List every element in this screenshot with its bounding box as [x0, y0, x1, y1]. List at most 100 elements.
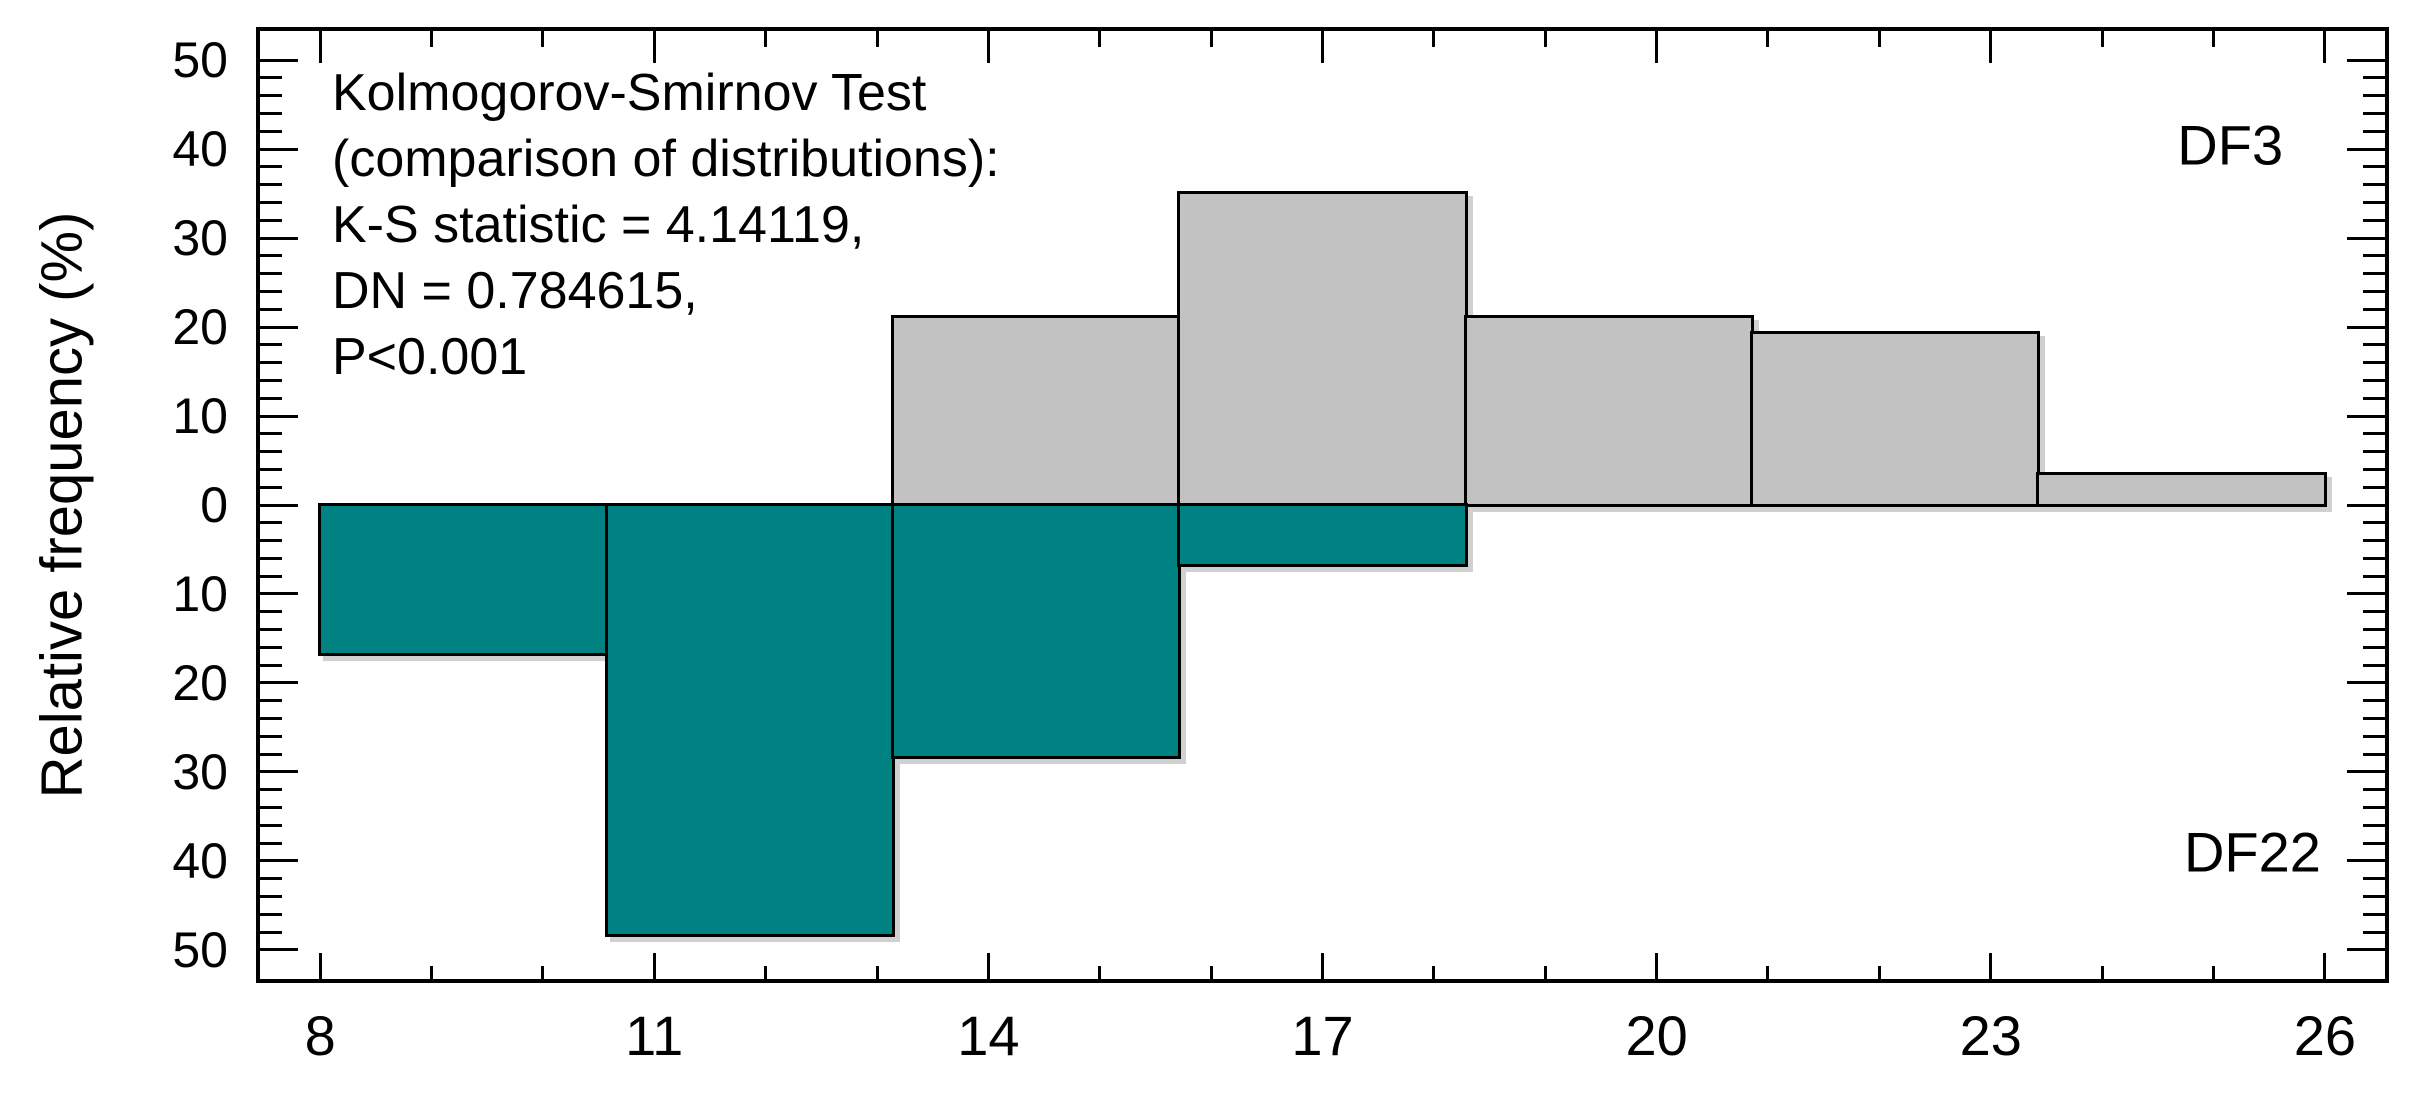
y-axis-right-tick: [2347, 58, 2385, 62]
y-axis-right-tick: [2363, 699, 2385, 703]
x-axis-top-tick: [318, 31, 322, 63]
x-axis-tick: [2323, 953, 2327, 979]
y-axis-right-tick: [2363, 485, 2385, 489]
x-axis-tick: [1098, 966, 1102, 979]
y-axis-right-tick: [2363, 307, 2385, 311]
y-tick-label: 10: [172, 565, 228, 622]
y-axis-right-tick: [2347, 859, 2385, 863]
x-tick-label: 20: [1625, 1004, 1688, 1067]
y-axis-tick: [260, 539, 282, 543]
x-axis-tick: [318, 953, 322, 979]
x-axis-top-tick: [875, 31, 879, 47]
y-axis-tick: [260, 94, 282, 98]
y-axis-tick: [260, 628, 282, 632]
df3-bar: [1177, 190, 1468, 507]
y-axis-tick: [260, 147, 298, 151]
y-tick-label: 20: [172, 654, 228, 711]
y-axis-tick: [260, 752, 282, 756]
df22-bar: [1177, 503, 1468, 567]
y-axis-tick: [260, 289, 282, 293]
y-axis-tick: [260, 467, 282, 471]
y-tick-label: 10: [172, 388, 228, 444]
df3-bar: [890, 315, 1182, 507]
series-label-df22: DF22: [2183, 820, 2321, 884]
y-axis-tick: [260, 272, 282, 276]
y-axis-tick: [260, 699, 282, 703]
x-axis-tick: [1877, 966, 1881, 979]
y-axis-tick: [260, 823, 282, 827]
x-tick-label: 23: [1959, 1004, 2022, 1067]
y-axis-right-tick: [2363, 396, 2385, 400]
y-axis-right-tick: [2363, 111, 2385, 115]
x-axis-tick: [1432, 966, 1436, 979]
y-axis-tick: [260, 111, 282, 115]
y-tick-label: 0: [200, 477, 228, 533]
y-axis-tick: [260, 521, 282, 525]
y-axis-tick: [260, 503, 298, 507]
y-axis-right-tick: [2363, 663, 2385, 667]
y-axis-right-tick: [2363, 930, 2385, 934]
df3-bar: [1463, 315, 1755, 507]
y-axis-right-tick: [2363, 610, 2385, 614]
y-axis-right-tick: [2363, 788, 2385, 792]
x-axis-top-tick: [1543, 31, 1547, 47]
y-tick-label: 40: [172, 121, 228, 177]
x-axis-top-tick: [541, 31, 545, 47]
annotation-line: K-S statistic = 4.14119,: [332, 196, 865, 254]
x-axis-top-tick: [1989, 31, 1993, 63]
x-tick-label: 26: [2293, 1004, 2356, 1067]
y-axis-tick: [260, 414, 298, 418]
y-axis-right-tick: [2363, 200, 2385, 204]
x-axis-top-tick: [652, 31, 656, 63]
y-axis-tick: [260, 841, 282, 845]
y-tick-label: 30: [172, 210, 228, 266]
y-axis-tick: [260, 396, 282, 400]
x-axis-tick: [652, 953, 656, 979]
y-axis-right-tick: [2363, 272, 2385, 276]
x-axis-tick: [2211, 966, 2215, 979]
y-axis-tick: [260, 343, 282, 347]
y-axis-tick: [260, 485, 282, 489]
x-axis-tick: [986, 953, 990, 979]
y-axis-right-tick: [2363, 734, 2385, 738]
y-tick-label: 20: [172, 299, 228, 355]
y-axis-right-tick: [2363, 717, 2385, 721]
y-axis-right-tick: [2363, 877, 2385, 881]
y-axis-right-tick: [2363, 823, 2385, 827]
x-axis-tick: [2100, 966, 2104, 979]
y-axis-right-tick: [2347, 681, 2385, 685]
x-axis-tick: [1543, 966, 1547, 979]
x-axis-top-tick: [764, 31, 768, 47]
x-axis-tick: [1209, 966, 1213, 979]
y-tick-label: 30: [172, 743, 228, 800]
x-axis-tick: [541, 966, 545, 979]
y-axis-tick: [260, 76, 282, 80]
y-axis-tick: [260, 556, 282, 560]
y-axis-right-tick: [2347, 503, 2385, 507]
y-axis-right-tick: [2363, 76, 2385, 80]
y-axis-right-tick: [2363, 183, 2385, 187]
y-axis-tick: [260, 912, 282, 916]
y-axis-tick: [260, 307, 282, 311]
x-axis-tick: [430, 966, 433, 979]
y-axis-tick: [260, 734, 282, 738]
y-axis-tick: [260, 806, 282, 810]
y-axis-right-tick: [2363, 521, 2385, 525]
x-axis-tick: [1766, 966, 1770, 979]
df22-bar: [318, 503, 609, 656]
y-axis-right-tick: [2363, 450, 2385, 454]
y-axis-right-tick: [2363, 574, 2385, 578]
y-axis-right-tick: [2347, 147, 2385, 151]
y-axis-right-tick: [2363, 841, 2385, 845]
x-axis-top-tick: [2100, 31, 2104, 47]
y-axis-tick: [260, 183, 282, 187]
df3-bar: [1750, 331, 2041, 507]
ks-test-annotation: Kolmogorov-Smirnov Test (comparison of d…: [332, 60, 1000, 390]
x-axis-top-tick: [1098, 31, 1102, 47]
y-axis-right-tick: [2363, 467, 2385, 471]
df3-bar: [2036, 471, 2327, 507]
y-axis-tick: [260, 218, 282, 222]
y-axis-title: Relative frequency (%): [29, 211, 95, 799]
df22-bar: [604, 503, 895, 937]
